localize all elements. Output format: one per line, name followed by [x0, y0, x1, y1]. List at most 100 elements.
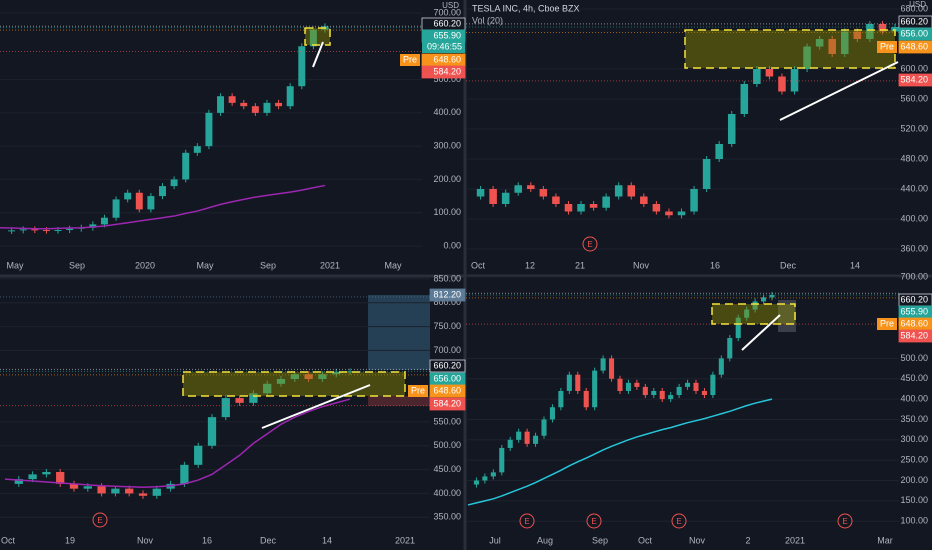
y-tick-label: 550.00	[433, 416, 461, 426]
candle	[769, 294, 775, 298]
candle	[83, 486, 92, 489]
currency-label: USD	[909, 0, 926, 9]
candle	[473, 480, 479, 485]
y-tick-label: 200.00	[900, 475, 928, 485]
y-tick-label: 350.00	[900, 414, 928, 424]
candle	[249, 393, 258, 403]
price-tag	[429, 384, 466, 398]
candle	[147, 196, 155, 210]
y-tick-label: 600.00	[900, 63, 928, 73]
candle	[727, 114, 736, 144]
x-tick-label: 2	[745, 535, 750, 545]
x-tick-label: Dec	[780, 260, 797, 270]
x-tick-label: Dec	[260, 535, 277, 545]
trend-line	[312, 41, 324, 68]
y-tick-label: 560.00	[900, 93, 928, 103]
earnings-label: E	[842, 517, 847, 526]
candle	[159, 186, 166, 197]
y-tick-label: 750.00	[433, 321, 461, 331]
x-tick-label: 2021	[320, 260, 340, 270]
y-tick-label: 440.00	[900, 183, 928, 193]
x-tick-label: Oct	[471, 260, 486, 270]
candle	[170, 179, 178, 187]
y-tick-label: 0.00	[443, 240, 461, 250]
x-tick-label: 14	[322, 535, 332, 545]
y-tick-label: 400.00	[900, 393, 928, 403]
y-tick-label: 450.00	[433, 464, 461, 474]
candle	[318, 374, 327, 380]
candle	[251, 106, 259, 113]
currency-label: USD	[442, 1, 459, 10]
y-tick-label: 700.00	[433, 7, 461, 17]
candle	[69, 483, 79, 489]
candle	[524, 431, 530, 444]
candle	[778, 76, 786, 92]
candle	[685, 382, 691, 387]
x-tick-label: Nov	[633, 260, 650, 270]
candle	[533, 435, 539, 444]
y-tick-label: 300.00	[900, 434, 928, 444]
candle	[527, 185, 535, 189]
candle	[701, 390, 707, 396]
price-tag-label: 648.60	[900, 41, 928, 51]
candle	[138, 493, 148, 496]
y-tick-label: 400.00	[433, 488, 461, 498]
drawings	[182, 27, 896, 397]
x-tick-label: May	[384, 260, 402, 270]
x-tick-label: 2021	[785, 535, 805, 545]
candle	[828, 39, 836, 54]
candle	[111, 488, 120, 494]
candle	[676, 386, 682, 396]
candle	[652, 204, 661, 212]
x-tick-label: Sep	[260, 260, 276, 270]
candle	[589, 204, 598, 208]
price-tag-label: 656.00	[900, 28, 928, 38]
price-tag-label: 660.20	[433, 18, 461, 28]
price-tag-label: 584.20	[433, 398, 461, 408]
candle	[240, 102, 248, 107]
y-tick-label: 800.00	[433, 297, 461, 307]
candle	[298, 46, 306, 87]
candle	[217, 96, 225, 113]
candle	[42, 230, 50, 232]
x-tick-label: Nov	[137, 535, 154, 545]
y-tick-label: 350.00	[433, 512, 461, 522]
candle	[735, 317, 741, 339]
y-tick-label: 700.00	[900, 271, 928, 281]
moving-average	[4, 398, 351, 488]
earnings-marker	[837, 513, 853, 529]
x-tick-label: 19	[65, 535, 75, 545]
candle	[193, 146, 201, 153]
trend-line	[261, 384, 371, 429]
candle	[878, 24, 887, 32]
candle	[668, 395, 674, 400]
data-layer	[0, 8, 899, 522]
candle	[476, 189, 485, 197]
candle	[558, 390, 564, 408]
candle	[194, 445, 203, 465]
trend-lines	[261, 41, 899, 429]
price-tag	[429, 359, 466, 373]
candle	[135, 192, 143, 210]
pre-tag	[400, 54, 420, 66]
candle	[275, 102, 283, 107]
candle	[482, 476, 488, 481]
candle	[221, 398, 230, 418]
candle	[507, 439, 513, 448]
candle	[276, 379, 286, 384]
candle	[577, 204, 585, 212]
candle	[549, 407, 555, 420]
y-tick-label: 680.00	[900, 3, 928, 13]
y-tick-label: 500.00	[433, 440, 461, 450]
earnings-marker	[582, 236, 598, 252]
candle	[286, 86, 294, 107]
candle	[54, 230, 62, 232]
candle	[642, 386, 648, 396]
candle	[566, 374, 572, 391]
price-tag	[898, 329, 932, 343]
candle	[490, 472, 496, 477]
candle	[853, 31, 862, 39]
y-tick-label: 520.00	[900, 123, 928, 133]
earnings-marker	[519, 513, 535, 529]
